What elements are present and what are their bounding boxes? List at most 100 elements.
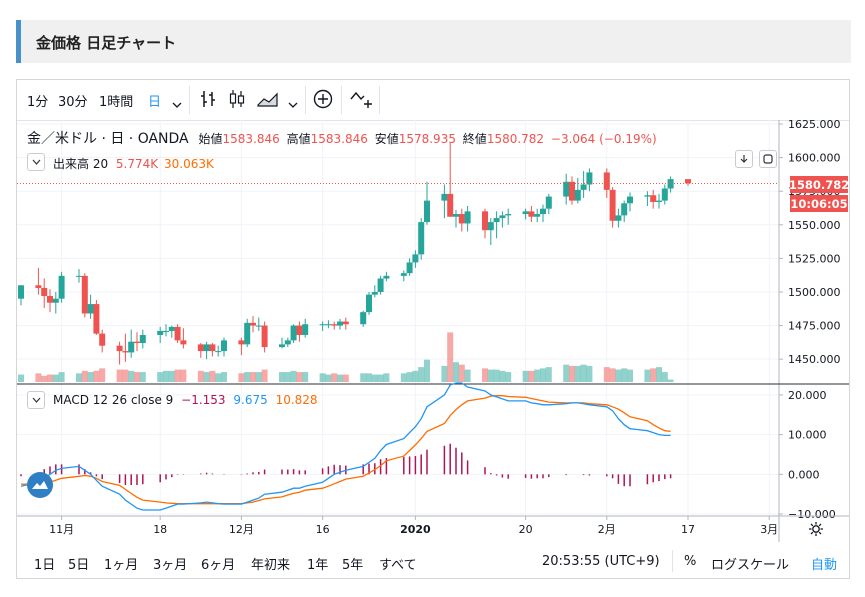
range-ytd[interactable]: 年初来 [251, 554, 290, 573]
chart-canvas[interactable]: 1625.0001600.0001575.0001550.0001525.000… [17, 120, 849, 542]
collapse-volume-button[interactable] [27, 153, 45, 171]
volume-bar [169, 371, 175, 382]
close-value: 1580.782 [487, 132, 544, 146]
add-compare-icon[interactable] [312, 88, 334, 114]
candle-body [134, 342, 140, 343]
volume-legend: 出来高 20 5.774K 30.063K [53, 155, 214, 172]
range-3m[interactable]: 3ヶ月 [153, 554, 187, 573]
range-5y[interactable]: 5年 [342, 554, 363, 573]
candle-body [157, 331, 163, 335]
range-all[interactable]: すべて [379, 554, 417, 573]
candle-body [441, 194, 447, 201]
volume-bar [128, 371, 134, 382]
interval-30m[interactable]: 30分 [58, 91, 88, 110]
candle-body [88, 304, 94, 313]
candle-body [320, 324, 326, 325]
bar-style-icon[interactable] [199, 88, 217, 114]
open-value: 1583.846 [222, 132, 279, 146]
volume-bar [93, 371, 99, 382]
candle-body [563, 182, 569, 197]
candle-style-icon[interactable] [228, 88, 246, 114]
range-1y[interactable]: 1年 [307, 554, 328, 573]
volume-bar [366, 373, 372, 382]
volume-bar [424, 360, 430, 382]
volume-bar [407, 372, 413, 382]
maximize-button[interactable] [759, 150, 777, 168]
chevron-down-icon[interactable] [172, 94, 182, 113]
candle-body [523, 211, 529, 214]
close-label: 終値 [463, 132, 487, 146]
candle-body [656, 201, 662, 202]
volume-bar [35, 373, 41, 382]
percent-toggle[interactable]: % [684, 554, 696, 569]
interval-1h[interactable]: 1時間 [99, 91, 133, 110]
volume-bar [499, 371, 505, 382]
candle-body [53, 299, 59, 303]
volume-bar [569, 366, 575, 382]
interval-day[interactable]: 日 [148, 91, 161, 110]
candle-body [238, 340, 244, 344]
candle-body [285, 340, 291, 344]
chevron-down-icon[interactable] [288, 94, 298, 113]
range-1d[interactable]: 1日 [34, 554, 55, 573]
price-tick-label: 1625.000 [788, 120, 841, 131]
volume-bar [204, 372, 210, 382]
settings-gear-icon[interactable] [808, 521, 824, 541]
macd-label: MACD 12 26 close 9 [53, 393, 173, 407]
candle-body [221, 340, 227, 351]
interval-1m[interactable]: 1分 [27, 91, 48, 110]
candle-body [198, 344, 204, 351]
volume-bar [325, 375, 331, 382]
low-label: 安値 [375, 132, 399, 146]
volume-bar [279, 372, 285, 382]
candle-body [250, 323, 256, 326]
collapse-macd-button[interactable] [27, 391, 45, 409]
volume-bar [650, 368, 656, 382]
clock[interactable]: 20:53:55 (UTC+9) [542, 554, 660, 569]
volume-bar [586, 366, 592, 382]
volume-bar [256, 372, 262, 382]
range-6m[interactable]: 6ヶ月 [201, 554, 235, 573]
candle-body [244, 323, 250, 344]
auto-scale-toggle[interactable]: 自動 [811, 554, 837, 573]
candle-body [325, 324, 331, 325]
candle-body [99, 334, 105, 346]
macd-signal-line [21, 396, 671, 504]
volume-bar [296, 372, 302, 382]
volume-bar [163, 371, 169, 382]
volume-bar [621, 368, 627, 382]
log-scale-toggle[interactable]: ログスケール [711, 554, 789, 573]
candle-body [418, 222, 424, 254]
volume-bar [383, 373, 389, 382]
high-label: 高値 [287, 132, 311, 146]
scroll-down-button[interactable] [735, 150, 753, 168]
candle-body [447, 194, 453, 217]
candle-body [662, 189, 668, 201]
candle-body [372, 292, 378, 295]
volume-bar [250, 372, 256, 382]
volume-bar [447, 332, 453, 382]
candle-body [343, 322, 349, 325]
price-tick-label: 1525.000 [788, 252, 841, 265]
volume-bar [180, 370, 186, 382]
volume-bar [262, 370, 268, 382]
candle-body [82, 276, 88, 314]
candle-body [494, 218, 500, 222]
macd-tick-label: 0.000 [788, 468, 820, 481]
range-1m[interactable]: 1ヶ月 [104, 554, 138, 573]
volume-bar [546, 367, 552, 382]
time-tick-label: 16 [316, 523, 330, 536]
candle-body [360, 312, 366, 324]
volume-bar [360, 373, 366, 382]
volume-bar [337, 375, 343, 382]
range-5d[interactable]: 5日 [68, 554, 89, 573]
macd-tick-label: 20.000 [788, 389, 827, 402]
volume-bar [668, 380, 674, 382]
area-style-icon[interactable] [256, 88, 280, 114]
volume-bar [441, 366, 447, 382]
indicators-icon[interactable] [349, 88, 375, 114]
volume-bar [59, 372, 65, 382]
tradingview-logo[interactable] [27, 472, 53, 498]
volume-bar [99, 368, 105, 382]
candle-body [685, 179, 691, 183]
